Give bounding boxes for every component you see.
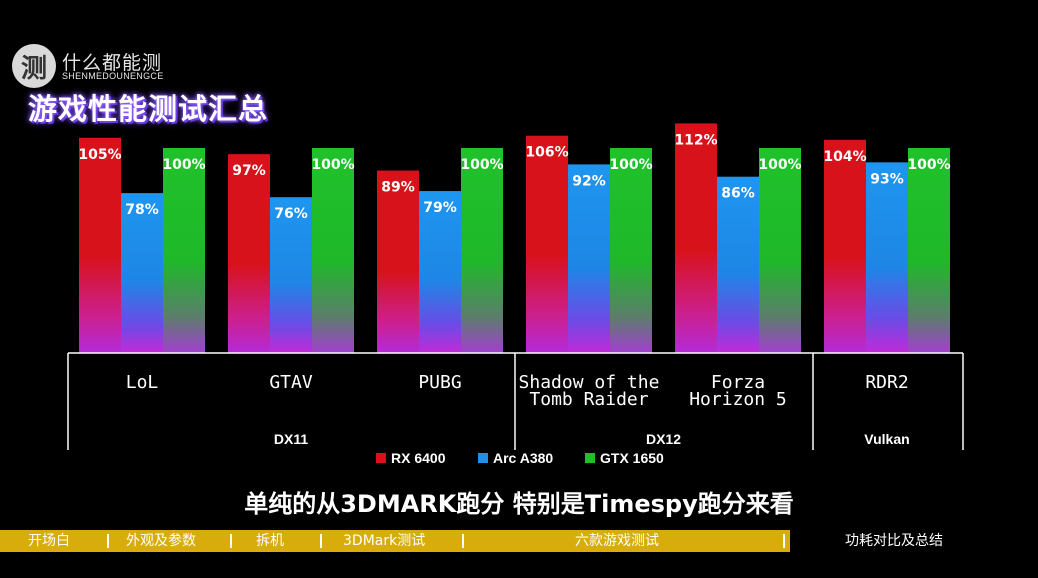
bar-arc-a380 — [270, 197, 312, 353]
group-label: DX12 — [646, 431, 681, 447]
brand-name-cn: 什么都能测 — [62, 52, 163, 74]
data-label: 89% — [381, 180, 415, 196]
category-label: RDR2 — [865, 372, 908, 393]
data-label: 100% — [907, 157, 950, 173]
group-label: DX11 — [274, 431, 308, 447]
nav-item-teardown[interactable]: 拆机 — [256, 533, 284, 549]
category-label: Forza — [711, 372, 765, 393]
bar-rx6400 — [824, 139, 866, 353]
axes-layer — [67, 352, 964, 450]
bar-rx6400 — [228, 154, 270, 353]
bar-chart: 105%78%100% 97%76%100%89%79%100%106%92%10… — [67, 123, 964, 466]
category-label: Shadow of the — [519, 372, 660, 393]
chapter-nav-bar: 开场白 外观及参数 拆机 3DMark测试 六款游戏测试 功耗对比及总结 — [0, 530, 1038, 552]
data-label: 104% — [823, 149, 866, 165]
bar-arc-a380 — [121, 193, 163, 353]
data-label: 79% — [423, 200, 457, 216]
category-label: GTAV — [269, 372, 313, 393]
nav-separator — [320, 534, 322, 548]
legend-swatch-gtx1650 — [585, 453, 595, 463]
bar-rx6400 — [675, 123, 717, 354]
bar-rx6400 — [526, 135, 568, 353]
bar-gtx1650 — [908, 148, 950, 353]
bars-layer — [79, 123, 950, 354]
legend-label-rx6400: RX 6400 — [391, 450, 446, 466]
bar-arc-a380 — [717, 176, 759, 353]
chapter-progress-fill — [0, 530, 790, 552]
bar-arc-a380 — [866, 162, 908, 353]
category-label: Horizon 5 — [689, 389, 787, 410]
data-label: 105% — [78, 147, 121, 163]
data-label: 100% — [758, 157, 801, 173]
data-label: 100% — [162, 157, 205, 173]
category-label: Tomb Raider — [529, 389, 648, 410]
data-label: 97% — [232, 163, 266, 179]
bar-gtx1650 — [610, 148, 652, 353]
data-label: 86% — [721, 186, 755, 202]
data-label: 106% — [525, 145, 568, 161]
nav-item-power-summary[interactable]: 功耗对比及总结 — [845, 533, 943, 549]
bar-arc-a380 — [419, 191, 461, 353]
nav-separator — [230, 534, 232, 548]
category-label: PUBG — [418, 372, 461, 393]
category-label: LoL — [126, 372, 159, 393]
bar-gtx1650 — [163, 148, 205, 353]
data-label: 100% — [460, 157, 503, 173]
bar-gtx1650 — [759, 148, 801, 353]
page-title: 游戏性能测试汇总 — [28, 92, 269, 126]
nav-separator — [462, 534, 464, 548]
logo-character: 测 — [20, 53, 47, 84]
data-label: 100% — [609, 157, 652, 173]
data-label: 93% — [870, 171, 904, 187]
bar-gtx1650 — [312, 148, 354, 353]
legend-swatch-rx6400 — [376, 453, 386, 463]
bar-rx6400 — [377, 170, 419, 353]
nav-item-game-tests[interactable]: 六款游戏测试 — [575, 533, 659, 549]
nav-item-opening[interactable]: 开场白 — [28, 533, 70, 549]
nav-separator — [783, 534, 785, 548]
nav-separator — [107, 534, 109, 548]
group-label: Vulkan — [864, 431, 909, 447]
data-label: 76% — [274, 206, 308, 222]
bar-rx6400 — [79, 137, 121, 353]
subtitle: 单纯的从3DMARK跑分 特别是Timespy跑分来看 — [244, 490, 794, 518]
data-label: 78% — [125, 202, 159, 218]
data-label: 112% — [674, 132, 717, 148]
legend-label-gtx1650: GTX 1650 — [600, 450, 664, 466]
legend-label-arc-a380: Arc A380 — [493, 450, 553, 466]
brand-logo: 测 — [12, 44, 56, 88]
legend-swatch-arc-a380 — [478, 453, 488, 463]
legend: RX 6400 Arc A380 GTX 1650 — [376, 450, 664, 466]
data-label: 92% — [572, 173, 606, 189]
labels-layer: 105%78%100% 97%76%100%89%79%100%106%92%10… — [78, 132, 950, 447]
bar-arc-a380 — [568, 164, 610, 353]
data-label: 100% — [311, 157, 354, 173]
nav-item-3dmark[interactable]: 3DMark测试 — [343, 533, 426, 549]
nav-item-appearance[interactable]: 外观及参数 — [126, 533, 196, 549]
brand-name-en: SHENMEDOUNENGCE — [62, 71, 164, 81]
bar-gtx1650 — [461, 148, 503, 353]
